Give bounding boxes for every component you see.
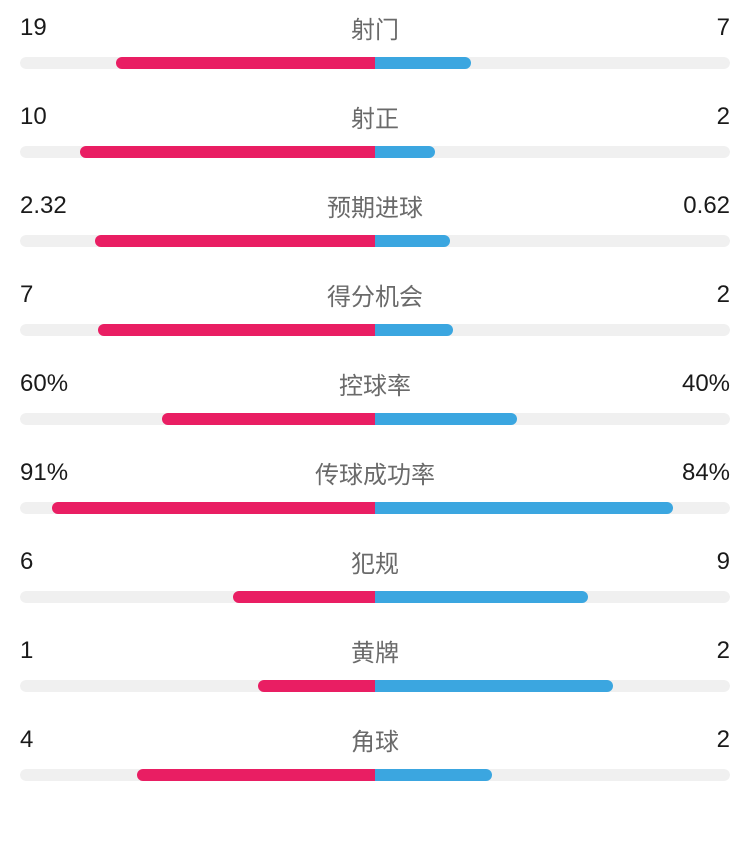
stat-label: 角球 xyxy=(257,722,494,757)
stat-row: 91%传球成功率84% xyxy=(20,455,730,514)
bar-fill-left xyxy=(137,769,375,781)
bar-fill-right xyxy=(375,769,492,781)
stat-right-value: 2 xyxy=(493,281,730,309)
stat-row: 2.32预期进球0.62 xyxy=(20,188,730,247)
bar-track-right xyxy=(375,413,730,425)
stat-label: 犯规 xyxy=(257,544,494,579)
stat-row: 6犯规9 xyxy=(20,544,730,603)
stat-left-value: 10 xyxy=(20,103,257,131)
stat-left-value: 19 xyxy=(20,14,257,42)
bar-fill-right xyxy=(375,413,517,425)
stat-label: 射门 xyxy=(257,10,494,45)
stat-left-value: 4 xyxy=(20,726,257,754)
bar-track-right xyxy=(375,769,730,781)
stat-right-value: 84% xyxy=(493,459,730,487)
stat-right-value: 9 xyxy=(493,548,730,576)
bar-fill-left xyxy=(116,57,375,69)
stat-row: 10射正2 xyxy=(20,99,730,158)
bar-fill-left xyxy=(52,502,375,514)
bar-fill-left xyxy=(233,591,375,603)
bar-fill-left xyxy=(98,324,375,336)
bar-fill-right xyxy=(375,146,435,158)
stat-right-value: 0.62 xyxy=(493,192,730,220)
bar-track-left xyxy=(20,413,375,425)
bar-fill-left xyxy=(162,413,375,425)
bar-track-left xyxy=(20,146,375,158)
stat-labels: 6犯规9 xyxy=(20,544,730,579)
bar-track-left xyxy=(20,680,375,692)
stat-labels: 2.32预期进球0.62 xyxy=(20,188,730,223)
stat-labels: 7得分机会2 xyxy=(20,277,730,312)
bar-fill-left xyxy=(258,680,375,692)
stat-labels: 19射门7 xyxy=(20,10,730,45)
bar-track-right xyxy=(375,146,730,158)
stat-row: 60%控球率40% xyxy=(20,366,730,425)
bar-track-left xyxy=(20,591,375,603)
stat-right-value: 2 xyxy=(493,637,730,665)
stat-bar xyxy=(20,680,730,692)
stat-labels: 1黄牌2 xyxy=(20,633,730,668)
stat-right-value: 2 xyxy=(493,726,730,754)
stat-label: 得分机会 xyxy=(257,277,494,312)
bar-track-right xyxy=(375,591,730,603)
bar-fill-left xyxy=(95,235,375,247)
bar-fill-right xyxy=(375,235,450,247)
stat-bar xyxy=(20,324,730,336)
bar-fill-right xyxy=(375,324,453,336)
stat-left-value: 6 xyxy=(20,548,257,576)
stat-label: 控球率 xyxy=(257,366,494,401)
stat-row: 19射门7 xyxy=(20,10,730,69)
stat-label: 预期进球 xyxy=(257,188,494,223)
bar-fill-right xyxy=(375,57,471,69)
stat-left-value: 91% xyxy=(20,459,257,487)
bar-track-left xyxy=(20,502,375,514)
stat-right-value: 2 xyxy=(493,103,730,131)
bar-fill-right xyxy=(375,502,673,514)
stat-labels: 4角球2 xyxy=(20,722,730,757)
stat-left-value: 1 xyxy=(20,637,257,665)
stat-bar xyxy=(20,235,730,247)
stat-labels: 10射正2 xyxy=(20,99,730,134)
stat-bar xyxy=(20,502,730,514)
bar-track-right xyxy=(375,324,730,336)
bar-track-left xyxy=(20,57,375,69)
bar-fill-left xyxy=(80,146,375,158)
bar-fill-right xyxy=(375,591,588,603)
stat-bar xyxy=(20,146,730,158)
bar-track-left xyxy=(20,769,375,781)
bar-fill-right xyxy=(375,680,613,692)
bar-track-right xyxy=(375,680,730,692)
match-stats-container: 19射门710射正22.32预期进球0.627得分机会260%控球率40%91%… xyxy=(20,10,730,781)
bar-track-left xyxy=(20,324,375,336)
stat-row: 1黄牌2 xyxy=(20,633,730,692)
bar-track-left xyxy=(20,235,375,247)
bar-track-right xyxy=(375,235,730,247)
stat-row: 7得分机会2 xyxy=(20,277,730,336)
stat-row: 4角球2 xyxy=(20,722,730,781)
stat-right-value: 7 xyxy=(493,14,730,42)
stat-right-value: 40% xyxy=(493,370,730,398)
bar-track-right xyxy=(375,57,730,69)
stat-bar xyxy=(20,591,730,603)
stat-left-value: 2.32 xyxy=(20,192,257,220)
stat-labels: 60%控球率40% xyxy=(20,366,730,401)
stat-label: 传球成功率 xyxy=(257,455,494,490)
stat-bar xyxy=(20,769,730,781)
stat-labels: 91%传球成功率84% xyxy=(20,455,730,490)
stat-left-value: 7 xyxy=(20,281,257,309)
stat-label: 射正 xyxy=(257,99,494,134)
stat-bar xyxy=(20,57,730,69)
stat-bar xyxy=(20,413,730,425)
stat-left-value: 60% xyxy=(20,370,257,398)
stat-label: 黄牌 xyxy=(257,633,494,668)
bar-track-right xyxy=(375,502,730,514)
